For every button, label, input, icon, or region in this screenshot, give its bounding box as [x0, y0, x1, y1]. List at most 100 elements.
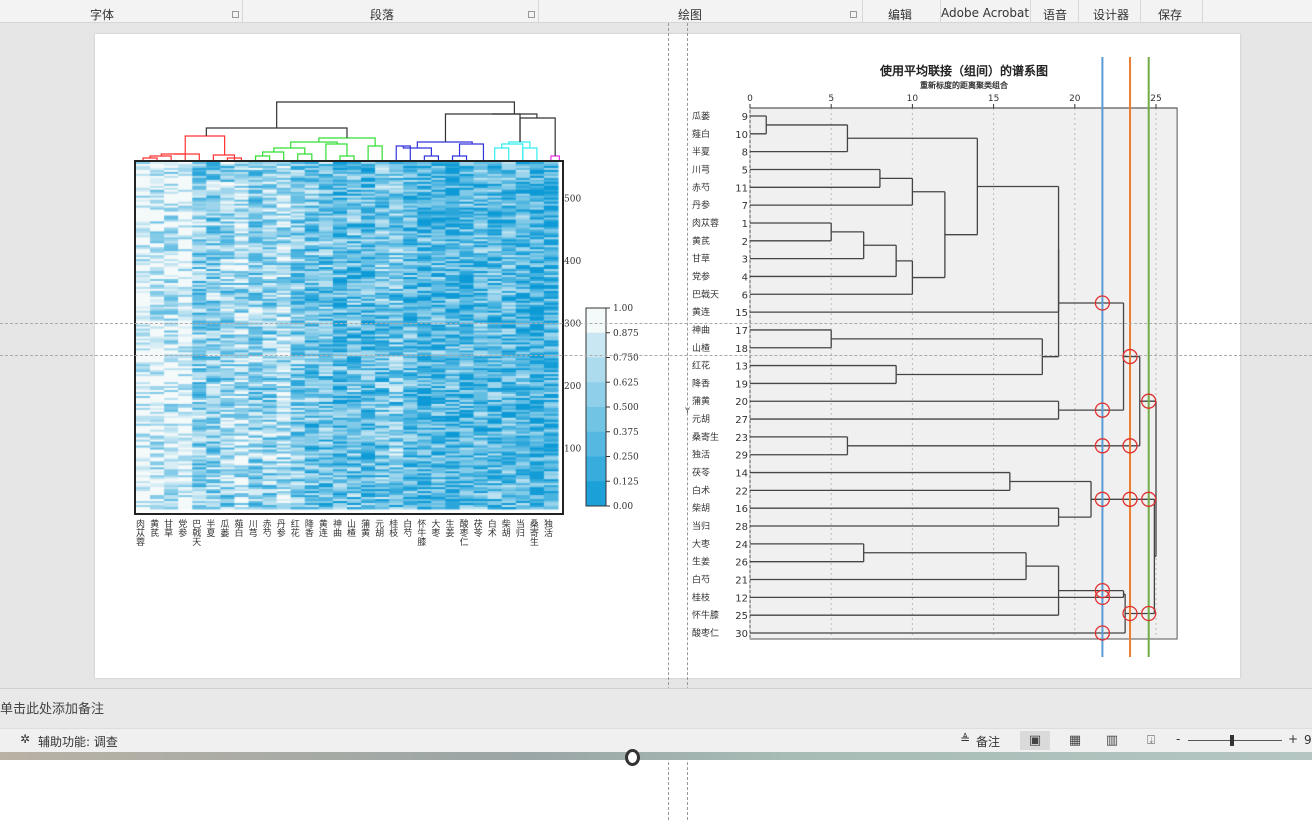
- dendrogram-plot-area: [749, 107, 1178, 640]
- heatmap-column-label: 瓜蒌: [218, 519, 229, 537]
- zoom-slider[interactable]: [1188, 735, 1282, 746]
- dendrogram-link: [226, 157, 243, 160]
- x-tick-label: 20: [1069, 94, 1081, 104]
- dendrogram-leaf-name: 蒲黄: [692, 395, 710, 407]
- dendrogram-leaf-id: 18: [735, 344, 748, 355]
- dendrogram-leaf-id: 24: [735, 540, 748, 551]
- dendrogram-leaf-name: 赤芍: [692, 181, 710, 193]
- heatmap-column-label: 蒲黄: [359, 518, 370, 538]
- notes-placeholder: 单击此处添加备注: [0, 702, 105, 717]
- heatmap-image: [134, 160, 564, 515]
- cut-intersection-marker: [1122, 605, 1138, 622]
- dendrogram-leaf-id: 6: [742, 290, 748, 301]
- colorbar-tick-label: 0.500: [613, 403, 639, 413]
- dendrogram-leaf-id: 9: [742, 112, 748, 123]
- heatmap-column-label: 白芍: [401, 518, 412, 538]
- guide-line[interactable]: [668, 23, 669, 820]
- heatmap-column-label: 赤芍: [261, 519, 272, 538]
- zoom-out-button[interactable]: -: [1176, 732, 1181, 746]
- cut-intersection-marker: [1094, 402, 1111, 418]
- dendrogram-link: [491, 113, 538, 118]
- dendrogram-leaf-name: 红花: [692, 360, 710, 372]
- zoom-in-button[interactable]: +: [1288, 732, 1299, 746]
- guide-line[interactable]: [0, 355, 1312, 356]
- accessibility-status[interactable]: 辅助功能: 调查: [38, 735, 118, 749]
- dendrogram-leaf-name: 当归: [692, 520, 710, 532]
- zoom-level[interactable]: 9: [1304, 733, 1312, 747]
- cursor-ring: [625, 749, 640, 766]
- dendrogram-leaf-id: 30: [735, 629, 748, 640]
- heatmap-column-label: 大枣: [429, 518, 440, 538]
- heatmap-y-tick: 200: [564, 382, 581, 392]
- heatmap-column-label: 川芎: [247, 519, 257, 538]
- accessibility-icon[interactable]: ✲: [20, 732, 31, 746]
- cut-intersection-marker: [1094, 491, 1111, 507]
- colorbar-tick-label: 1.00: [613, 304, 633, 314]
- dendrogram-leaf-id: 16: [735, 504, 748, 515]
- dendrogram-leaf-name: 黄连: [692, 306, 710, 318]
- dendrogram-leaf-id: 27: [735, 415, 748, 426]
- guide-line[interactable]: [0, 323, 1312, 324]
- dendrogram-leaf-id: 4: [742, 272, 748, 283]
- heatmap-column-label: 党参: [176, 518, 187, 538]
- notes-icon[interactable]: ≜: [960, 732, 971, 746]
- slide-sorter-button[interactable]: ▦: [1068, 733, 1082, 748]
- cut-intersection-marker: [1122, 438, 1138, 454]
- dialog-launcher-icon[interactable]: [528, 11, 535, 18]
- cut-intersection-marker: [1094, 625, 1111, 641]
- dialog-launcher-icon[interactable]: [850, 11, 857, 18]
- dendrogram-leaf-name: 怀牛膝: [692, 609, 719, 621]
- reading-view-button[interactable]: ▥: [1105, 733, 1119, 748]
- slideshow-button[interactable]: ⍗: [1147, 733, 1155, 748]
- dendrogram-link: [519, 117, 556, 156]
- heatmap-column-label: 元胡: [373, 519, 384, 538]
- dendrogram-leaf-id: 5: [742, 165, 748, 176]
- ribbon-group-label: 保存: [1158, 8, 1183, 22]
- dialog-launcher-icon[interactable]: [232, 11, 239, 18]
- dendrogram-link: [367, 145, 383, 160]
- dendrogram-leaf-id: 26: [735, 558, 748, 569]
- zoom-slider-thumb[interactable]: [1230, 735, 1234, 746]
- slide[interactable]: 100 200 300 400 500 肉苁蓉 黄芪 甘草 党参 巴戟天 半夏 瓜蒌 薤白 川芎 赤芍 丹参红…: [95, 34, 1240, 678]
- ribbon-separator: [862, 0, 863, 22]
- dendrogram-link: [416, 141, 473, 148]
- colorbar-segment: [586, 357, 606, 383]
- dendrogram-leaf-name: 巴戟天: [692, 288, 719, 300]
- notes-button[interactable]: 备注: [976, 735, 1001, 749]
- dendrogram-link: [160, 153, 186, 160]
- ribbon-group-label: 字体: [90, 8, 115, 22]
- notes-pane[interactable]: 单击此处添加备注: [0, 688, 1312, 728]
- heatmap-column-label: 半夏: [204, 518, 215, 537]
- dendrogram-leaf-name: 甘草: [692, 253, 710, 265]
- dendrogram-leaf-id: 2: [742, 237, 748, 248]
- status-bar: ✲ 辅助功能: 调查 ≜ 备注 ▣ ▦ ▥ ⍗ - + 9: [0, 728, 1312, 752]
- guide-line[interactable]: [687, 23, 688, 820]
- dendrogram-link: [522, 147, 538, 160]
- dendrogram-leaf-id: 10: [735, 130, 748, 141]
- heatmap-column-label: 当归: [514, 518, 525, 538]
- dendrogram-leaf-name: 薤白: [692, 128, 710, 140]
- x-tick-label: 0: [747, 94, 753, 104]
- dendrogram-link: [290, 141, 338, 148]
- dendrogram-link: [458, 143, 485, 160]
- heatmap-y-tick: 400: [564, 257, 581, 267]
- ribbon-separator: [940, 0, 941, 22]
- dendrogram-leaf-id: 17: [735, 326, 748, 337]
- x-tick-label: 5: [828, 94, 834, 104]
- cut-intersection-marker: [1141, 491, 1157, 507]
- dendrogram-title: 使用平均联接（组间）的谱系图: [879, 63, 1048, 78]
- heatmap-column-label: 白术: [486, 518, 497, 538]
- normal-view-button[interactable]: ▣: [1020, 731, 1050, 750]
- dendrogram-link: [262, 151, 285, 160]
- dendrogram-leaf-id: 21: [735, 576, 748, 587]
- dendrogram-leaf-name: 降香: [692, 377, 710, 389]
- dendrogram-leaf-id: 22: [735, 486, 748, 497]
- dendrogram-leaf-name: 酸枣仁: [692, 627, 719, 639]
- dendrogram-leaf-name: 大枣: [692, 538, 710, 550]
- dendrogram-leaf-name: 神曲: [692, 324, 710, 336]
- dendrogram-leaf-id: 13: [735, 362, 748, 373]
- dendrogram-link: [205, 127, 348, 138]
- dendrogram-leaf-name: 肉苁蓉: [692, 217, 719, 229]
- heatmap-y-tick: 300: [564, 319, 581, 329]
- dendrogram-leaf-name: 桂枝: [692, 591, 710, 603]
